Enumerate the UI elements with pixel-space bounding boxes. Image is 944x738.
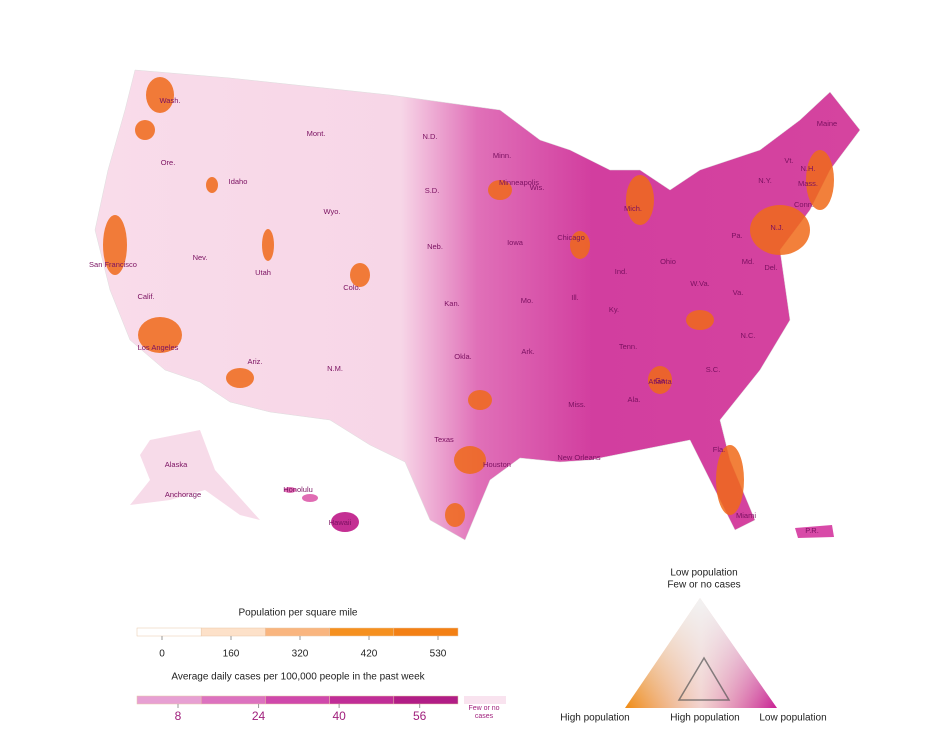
population-swatch: [136, 627, 202, 637]
map-label: Houston: [483, 460, 511, 469]
map-label: Anchorage: [165, 490, 201, 499]
population-tick-label: 160: [223, 649, 240, 660]
no-cases-swatch: [464, 696, 506, 704]
map-label: Wash.: [160, 96, 181, 105]
us-outline: [94, 69, 861, 541]
cases-tick-label: 56: [413, 709, 427, 723]
map-label: Alaska: [165, 460, 188, 469]
population-swatch: [393, 627, 459, 637]
map-label: Vt.: [784, 156, 793, 165]
map-label: Wyo.: [323, 207, 340, 216]
map-label: Del.: [764, 263, 777, 272]
map-label: Los Angeles: [138, 343, 179, 352]
map-label: Minneapolis: [499, 178, 539, 187]
map-label: Md.: [742, 257, 755, 266]
triangle-top-sub: Few or no cases: [667, 580, 740, 591]
map-label: Mont.: [307, 129, 326, 138]
triangle-right: Low population: [759, 713, 826, 724]
map-label: Colo.: [343, 283, 361, 292]
map-label: S.C.: [706, 365, 721, 374]
cases-swatch: [265, 695, 330, 705]
map-label: Okla.: [454, 352, 472, 361]
cases-tick-label: 8: [175, 709, 182, 723]
map-label: Ark.: [521, 347, 534, 356]
map-label: Nev.: [193, 253, 208, 262]
cases-swatch: [200, 695, 266, 705]
map-label: N.D.: [423, 132, 438, 141]
map-label: N.Y.: [758, 176, 772, 185]
hawaii: [284, 487, 359, 532]
map-label: Iowa: [507, 238, 524, 247]
map-label: Maine: [817, 119, 837, 128]
map-label: Fla.: [713, 445, 726, 454]
map-label: Ariz.: [248, 357, 263, 366]
population-tick-label: 320: [292, 649, 309, 660]
map-label: Atlanta: [648, 377, 672, 386]
map-label: Ind.: [615, 267, 628, 276]
alaska: [130, 430, 260, 520]
map-label: Tenn.: [619, 342, 637, 351]
map-label: Neb.: [427, 242, 443, 251]
map-label: Ala.: [628, 395, 641, 404]
map-label: Utah: [255, 268, 271, 277]
map-label: Miss.: [568, 400, 586, 409]
map-label: N.H.: [801, 164, 816, 173]
map-label: Honolulu: [283, 485, 313, 494]
map-label: Mich.: [624, 204, 642, 213]
map-label: Ky.: [609, 305, 619, 314]
map-label: Calif.: [137, 292, 154, 301]
triangle-top: Low population: [670, 568, 737, 579]
triangle-middle: High population: [670, 713, 740, 724]
map-label: Ohio: [660, 257, 676, 266]
map-label: New Orleans: [557, 453, 601, 462]
no-cases-label: Few or no cases: [468, 705, 500, 720]
map-label: Ill.: [571, 293, 579, 302]
triangle-left: High population: [560, 713, 630, 724]
map-label: W.Va.: [690, 279, 709, 288]
map-label: Mass.: [798, 179, 818, 188]
map-label: Miami: [736, 511, 756, 520]
map-label: P.R.: [805, 526, 819, 535]
population-swatch: [265, 627, 330, 637]
map-label: N.C.: [741, 331, 756, 340]
population-swatch: [200, 627, 266, 637]
cases-title: Average daily cases per 100,000 people i…: [171, 672, 425, 683]
cases-swatch: [136, 695, 202, 705]
map-label: Ga.: [655, 376, 667, 385]
map-label: Kan.: [444, 299, 459, 308]
map-label: Wis.: [530, 183, 545, 192]
map-label: Minn.: [493, 151, 511, 160]
cases-tick-label: 24: [252, 709, 266, 723]
cases-swatch: [393, 695, 459, 705]
triangle-legend-inner: [677, 656, 731, 701]
map-label: N.J.: [770, 223, 783, 232]
map-label: Mo.: [521, 296, 534, 305]
population-tick-label: 0: [159, 649, 165, 660]
map-label: Chicago: [557, 233, 585, 242]
population-title: Population per square mile: [239, 608, 358, 619]
us-map: Wash. Ore. Idaho Mont. Wyo. N.D. S.D. Minn. Neb.…: [89, 69, 861, 541]
map-label: N.M.: [327, 364, 343, 373]
dense-areas: [103, 77, 834, 527]
map-label: San Francisco: [89, 260, 137, 269]
map-label: Conn.: [794, 200, 814, 209]
map-label: Ore.: [161, 158, 176, 167]
map-label: Texas: [434, 435, 454, 444]
cases-swatch: [329, 695, 395, 705]
triangle-legend-top: [625, 598, 777, 708]
map-label: Hawaii: [329, 518, 352, 527]
cases-tick-label: 40: [332, 709, 346, 723]
population-tick-label: 420: [361, 649, 378, 660]
map-label: Va.: [733, 288, 744, 297]
puerto-rico: [795, 525, 834, 538]
population-swatch: [329, 627, 395, 637]
map-label: Pa.: [731, 231, 742, 240]
map-label: S.D.: [425, 186, 440, 195]
population-tick-label: 530: [430, 649, 447, 660]
map-label: Idaho: [229, 177, 248, 186]
